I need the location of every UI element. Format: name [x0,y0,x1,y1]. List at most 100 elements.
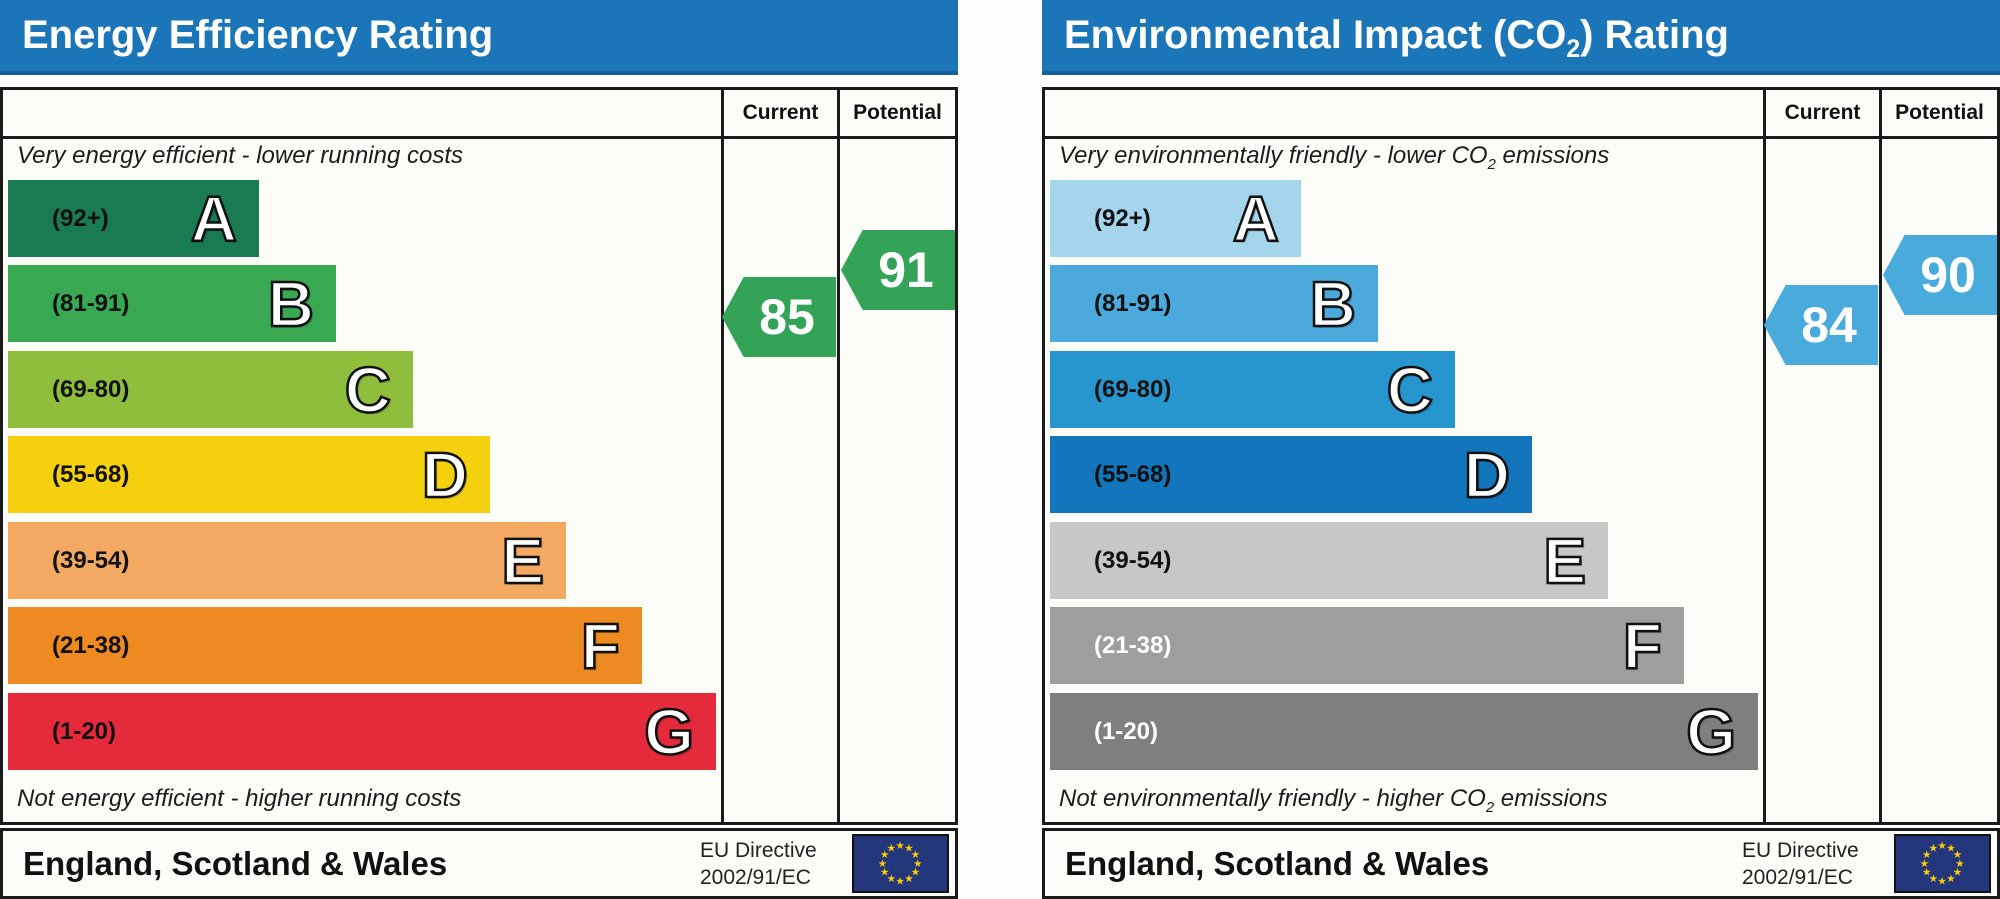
band-letter: F [1622,609,1664,682]
band-letter: B [267,267,316,340]
band-letter: A [1232,182,1281,255]
svg-text:★: ★ [904,843,913,854]
band-row-c: (69-80) C [8,351,413,428]
svg-text:★: ★ [1937,841,1946,852]
band-letter: E [500,524,545,597]
band-row-g: (1-20) G [1050,693,1758,770]
region-label: England, Scotland & Wales [1065,845,1490,882]
svg-text:★: ★ [1953,868,1962,879]
current-rating-arrow: 84 [1764,285,1878,365]
eu-flag-icon: ★ ★ ★ ★ ★ ★ ★ ★ ★ ★ ★ ★ [852,834,949,893]
svg-text:★: ★ [1946,874,1955,885]
column-divider [1879,90,1882,822]
band-range-label: (69-80) [52,375,130,403]
band-row-g: (1-20) G [8,693,716,770]
band-letter: G [1685,695,1737,768]
band-range-label: (69-80) [1094,375,1172,403]
bottom-note: Not energy efficient - higher running co… [17,785,462,812]
bottom-note: Not environmentally friendly - higher CO… [1059,785,1608,816]
band-range-label: (39-54) [52,546,130,574]
current-column-header: Current [1784,101,1861,124]
potential-rating-arrow: 90 [1883,235,1997,315]
band-letter: C [1386,353,1435,426]
band-letter: A [190,182,239,255]
band-letter: C [344,353,393,426]
band-range-label: (92+) [1094,204,1151,232]
band-letter: F [580,609,622,682]
band-letter: E [1542,524,1587,597]
potential-rating-value: 91 [878,242,934,298]
band-range-label: (21-38) [52,631,130,659]
current-rating-value: 84 [1801,297,1857,353]
band-letter: B [1309,267,1358,340]
current-column-header: Current [742,101,819,124]
svg-text:★: ★ [1922,868,1931,879]
band-row-d: (55-68) D [1050,436,1532,513]
eu-directive-label: EU Directive 2002/91/EC [1742,838,1859,889]
column-divider [837,90,840,822]
eu-flag-icon: ★ ★ ★ ★ ★ ★ ★ ★ ★ ★ ★ ★ [1894,834,1991,893]
band-row-a: (92+) A [8,180,259,257]
header-divider [3,136,955,139]
svg-text:★: ★ [1953,850,1962,861]
potential-rating-arrow: 91 [841,230,955,310]
panel-title: Energy Efficiency Rating [22,13,494,57]
band-row-f: (21-38) F [8,607,642,684]
footer: England, Scotland & Wales EU Directive 2… [1042,828,2000,899]
svg-text:★: ★ [1929,843,1938,854]
band-range-label: (1-20) [1094,717,1159,745]
eu-flag-stars: ★ ★ ★ ★ ★ ★ ★ ★ ★ ★ ★ ★ [878,841,923,887]
band-row-b: (81-91) B [1050,265,1378,342]
band-letter: G [643,695,695,768]
column-divider [1763,90,1766,822]
band-row-e: (39-54) E [8,522,566,599]
environmental-title-bar: Environmental Impact (CO2) Rating [1042,0,2000,75]
svg-text:★: ★ [878,859,887,870]
band-letter: D [421,438,470,511]
eu-flag-stars: ★ ★ ★ ★ ★ ★ ★ ★ ★ ★ ★ ★ [1920,841,1965,887]
energy-efficiency-panel: Energy Efficiency Rating Current Potenti… [0,0,958,899]
svg-text:★: ★ [895,876,904,887]
rating-table: Current Potential Very energy efficient … [0,87,958,825]
column-divider [721,90,724,822]
top-note: Very energy efficient - lower running co… [17,142,463,169]
band-row-b: (81-91) B [8,265,336,342]
band-range-label: (55-68) [1094,460,1172,488]
svg-text:★: ★ [1937,876,1946,887]
band-range-label: (81-91) [52,289,130,317]
region-label: England, Scotland & Wales [23,845,448,882]
svg-text:★: ★ [1920,859,1929,870]
svg-text:★: ★ [904,874,913,885]
svg-text:★: ★ [895,841,904,852]
potential-column-header: Potential [1895,101,1984,124]
svg-text:★: ★ [911,850,920,861]
current-rating-value: 85 [759,289,815,345]
svg-text:★: ★ [913,859,922,870]
header-divider [1045,136,1997,139]
svg-text:★: ★ [1929,874,1938,885]
current-rating-arrow: 85 [722,277,836,357]
svg-text:★: ★ [880,868,889,879]
band-range-label: (21-38) [1094,631,1172,659]
band-row-f: (21-38) F [1050,607,1684,684]
band-range-label: (81-91) [1094,289,1172,317]
svg-text:★: ★ [880,850,889,861]
potential-rating-value: 90 [1920,247,1976,303]
band-range-label: (39-54) [1094,546,1172,574]
svg-text:★: ★ [911,868,920,879]
band-range-label: (55-68) [52,460,130,488]
rating-table: Current Potential Very environmentally f… [1042,87,2000,825]
top-note: Very environmentally friendly - lower CO… [1059,142,1610,173]
svg-text:★: ★ [887,843,896,854]
panel-title: Environmental Impact (CO2) Rating [1064,13,1729,63]
band-letter: D [1463,438,1512,511]
band-range-label: (92+) [52,204,109,232]
energy-title-bar: Energy Efficiency Rating [0,0,958,75]
svg-text:★: ★ [887,874,896,885]
potential-column-header: Potential [853,101,942,124]
svg-text:★: ★ [1946,843,1955,854]
footer: England, Scotland & Wales EU Directive 2… [0,828,958,899]
band-row-a: (92+) A [1050,180,1301,257]
environmental-impact-panel: Environmental Impact (CO2) Rating Curren… [1042,0,2000,899]
eu-directive-label: EU Directive 2002/91/EC [700,838,817,889]
